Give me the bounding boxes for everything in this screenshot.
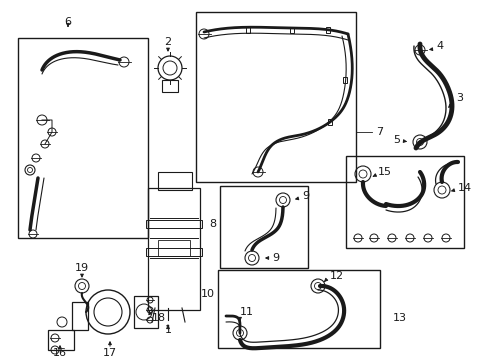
Bar [72,302,88,330]
Text: 9: 9 [271,253,279,263]
Text: 17: 17 [103,348,117,358]
Text: 6: 6 [64,17,71,27]
Bar [327,119,331,125]
Text: 1: 1 [164,325,171,335]
Bar [342,77,346,83]
Text: 14: 14 [457,183,471,193]
Text: 9: 9 [302,191,308,201]
Text: 3: 3 [455,93,462,103]
Bar [158,240,190,256]
Text: 10: 10 [201,289,215,299]
Bar [146,248,202,256]
Text: 18: 18 [152,313,166,323]
Text: 2: 2 [164,37,171,47]
Bar [162,80,178,92]
Text: 4: 4 [435,41,442,51]
Bar [218,270,379,348]
Text: 11: 11 [240,307,253,317]
Text: 7: 7 [375,127,382,137]
Bar [346,156,463,248]
Bar [148,188,200,310]
Text: 12: 12 [329,271,344,281]
Bar [18,38,148,238]
Text: 5: 5 [392,135,399,145]
Text: 16: 16 [53,348,67,358]
Bar [134,296,158,328]
Bar [245,27,249,33]
Text: 19: 19 [75,263,89,273]
Text: 15: 15 [377,167,391,177]
Bar [325,27,329,33]
Bar [146,220,202,228]
Bar [48,330,74,350]
Bar [289,27,293,33]
Text: 8: 8 [208,219,216,229]
Bar [196,12,355,182]
Bar [158,172,192,190]
Text: 13: 13 [392,313,406,323]
Bar [220,186,307,268]
